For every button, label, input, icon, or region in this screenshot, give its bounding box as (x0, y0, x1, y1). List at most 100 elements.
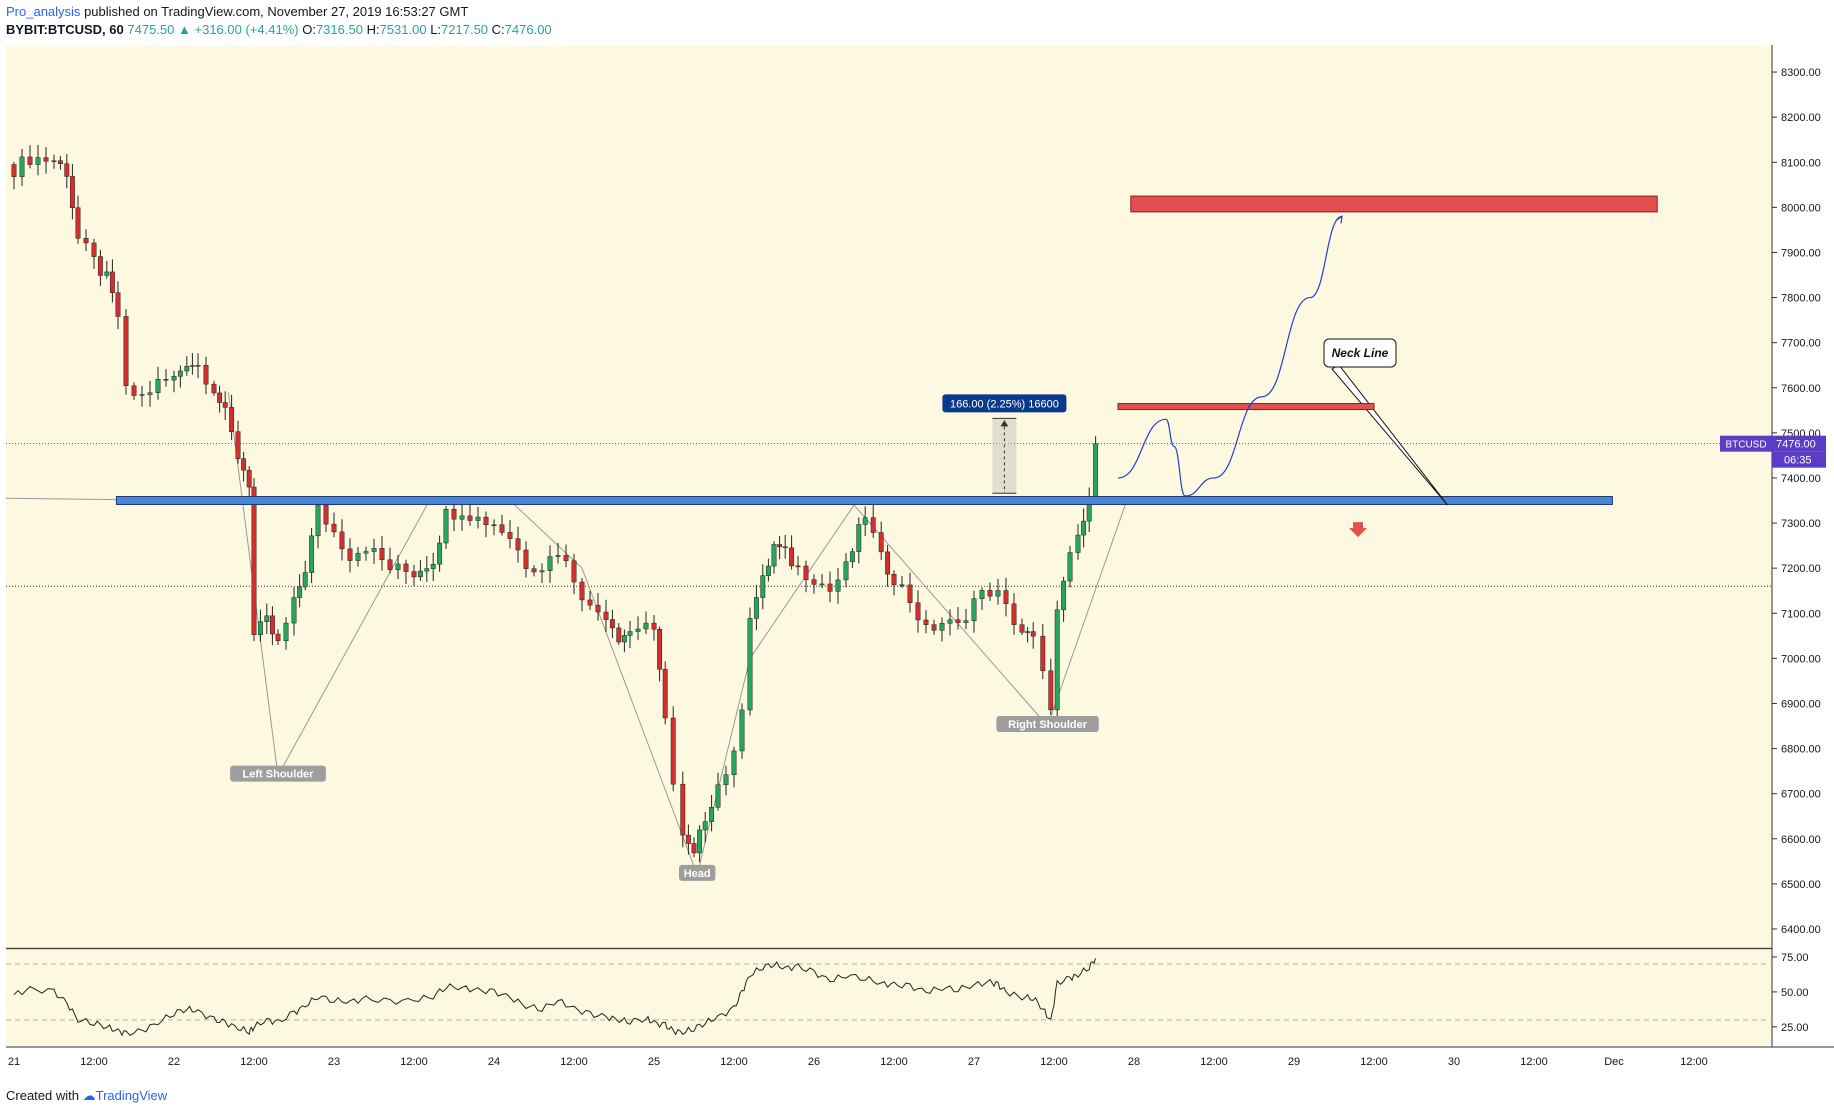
candle-body (963, 620, 969, 623)
candle-body (115, 292, 121, 317)
high-value: 7531.00 (379, 22, 427, 37)
rsi-indicator: 25.00 50.00 75.00 (6, 952, 1809, 1037)
candle-body (680, 783, 686, 836)
time-tick-label: 12:00 (560, 1056, 588, 1068)
open-value: 7316.50 (315, 22, 363, 37)
candle-body (467, 515, 473, 521)
rsi-line (13, 958, 1097, 1037)
candle-body (651, 622, 657, 630)
candle-body (104, 271, 110, 276)
time-tick-label: 12:00 (400, 1056, 428, 1068)
candle-body (459, 515, 465, 520)
measure-arrow-head (1000, 420, 1009, 427)
candle-body (131, 385, 137, 396)
candle-body (147, 392, 153, 395)
candle-body (891, 573, 897, 586)
price-tick-label: 6600.00 (1781, 834, 1821, 846)
candle-body (1075, 534, 1081, 553)
pattern-label: Left Shoulder (243, 769, 315, 781)
symbol-name[interactable]: BYBIT:BTCUSD, 60 (6, 22, 124, 37)
candle-body (123, 316, 129, 386)
candle-body (621, 635, 627, 643)
candle-body (616, 627, 622, 643)
pattern-label-box (230, 765, 326, 782)
candle-body (57, 160, 63, 164)
candle-body (363, 551, 369, 554)
candle-body (870, 517, 876, 533)
price-tick-label: 7400.00 (1781, 473, 1821, 485)
price-pane[interactable] (6, 45, 1772, 947)
candle-body (595, 604, 601, 613)
candle-body (691, 843, 697, 854)
time-tick-label: 23 (328, 1056, 340, 1068)
candle-body (843, 561, 849, 581)
rsi-pane[interactable] (6, 950, 1772, 1045)
price-tick-label: 8200.00 (1781, 112, 1821, 124)
price-tick-label: 6900.00 (1781, 698, 1821, 710)
candle-body (795, 565, 801, 568)
candle-body (283, 622, 289, 641)
candle-body (856, 524, 862, 552)
time-tick-label: 28 (1128, 1056, 1140, 1068)
candle-body (443, 509, 449, 544)
candle-body (109, 271, 115, 293)
candle-body (309, 535, 315, 573)
price-tick-label: 8000.00 (1781, 202, 1821, 214)
candle-body (715, 784, 721, 808)
pattern-line (227, 392, 1127, 877)
target-zone (1130, 195, 1658, 213)
price-tick-label: 7900.00 (1781, 247, 1821, 259)
candle-body (189, 365, 195, 367)
candle-body (1019, 624, 1025, 633)
candle-body (731, 750, 737, 775)
price-tick-label: 8100.00 (1781, 157, 1821, 169)
annotations: Neck Line 166.00 (2.25%) 16600 Left Should… (115, 195, 1826, 881)
candle-body (417, 570, 423, 578)
last-price-badge-value: 7476.00 (1776, 439, 1816, 451)
candle-body (291, 597, 297, 624)
candle-body (531, 568, 537, 573)
pattern-label: Right Shoulder (1008, 719, 1088, 731)
candle-body (246, 469, 252, 488)
candle-body (789, 547, 795, 567)
candle-body (355, 552, 361, 561)
candle-body (387, 559, 393, 570)
candle-body (251, 486, 257, 635)
candle-body (451, 509, 457, 520)
candle-body (222, 402, 228, 408)
candle-body (1093, 443, 1099, 500)
tradingview-link[interactable]: TradingView (95, 1088, 168, 1103)
rsi-tick-label: 50.00 (1781, 987, 1809, 999)
close-value: 7476.00 (504, 22, 552, 37)
candle-body (1011, 603, 1017, 625)
candle-body (878, 532, 884, 553)
high-label: H: (366, 22, 380, 37)
price-tick-label: 7800.00 (1781, 293, 1821, 305)
candle-body (563, 555, 569, 561)
candle-body (64, 163, 70, 177)
price-tick-label: 7200.00 (1781, 563, 1821, 575)
price-tick-label: 7300.00 (1781, 518, 1821, 530)
price-tick-label: 7000.00 (1781, 653, 1821, 665)
candle-body (923, 619, 929, 625)
author-link[interactable]: Pro_analysis (6, 4, 81, 19)
candle-body (702, 821, 708, 831)
candle-body (139, 394, 145, 396)
candle-body (579, 581, 585, 601)
candle-body (499, 524, 505, 533)
candle-body (627, 631, 633, 636)
candle-body (491, 524, 497, 527)
price-axis[interactable] (1772, 45, 1834, 1047)
candle-body (211, 383, 217, 394)
price-tick-label: 6700.00 (1781, 789, 1821, 801)
time-tick-label: 12:00 (240, 1056, 268, 1068)
candle-body (430, 563, 436, 569)
time-tick-label: 12:00 (1200, 1056, 1228, 1068)
measure-label: 166.00 (2.25%) 16600 (950, 398, 1059, 410)
candle-body (203, 365, 209, 385)
candle-body (747, 618, 753, 711)
candle-body (849, 551, 855, 563)
symbol-line: BYBIT:BTCUSD, 60 7475.50 ▲ +316.00 (+4.4… (6, 22, 552, 37)
time-axis-ticks: 21 12:00 22 12:00 23 12:00 24 12:00 25 12:00 26 12:… (8, 1056, 1708, 1068)
